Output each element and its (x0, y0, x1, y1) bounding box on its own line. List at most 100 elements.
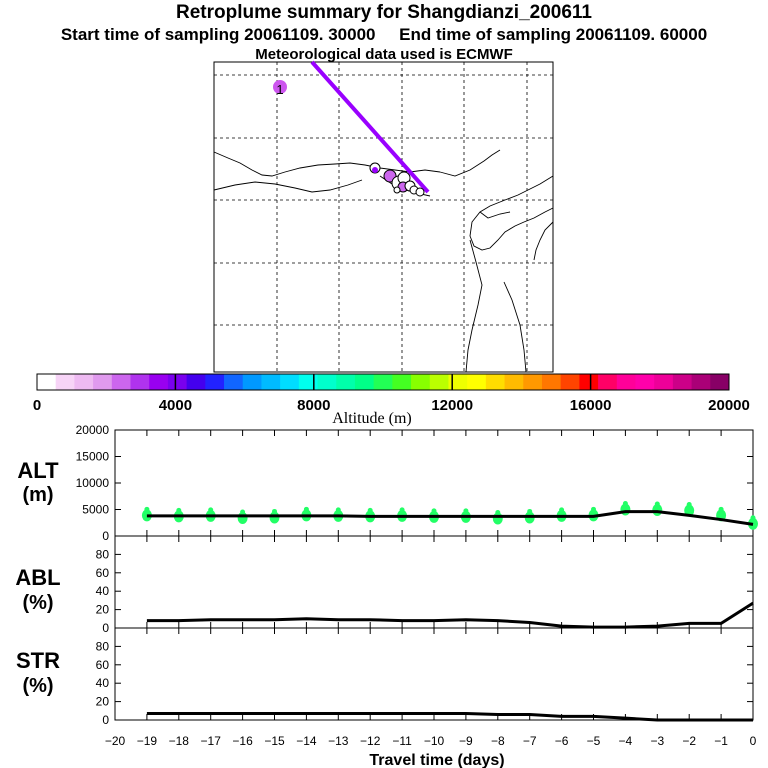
colorbar-swatch (635, 374, 655, 390)
particle-cluster (208, 507, 214, 513)
abl-panel-label: ABL (15, 565, 60, 590)
colorbar-swatch (523, 374, 543, 390)
colorbar-swatch (37, 374, 57, 390)
abl-line (146, 601, 754, 629)
colorbar-swatch (167, 374, 188, 390)
y-tick-label: 40 (96, 584, 110, 598)
particle-cluster (686, 502, 692, 508)
map-panel: 1 (213, 60, 554, 373)
colorbar-swatch (205, 374, 225, 390)
colorbar-swatch (616, 374, 636, 390)
particle-cluster (176, 507, 182, 513)
particle-cluster (144, 506, 150, 512)
particle-cluster (559, 507, 565, 513)
colorbar-title: Altitude (m) (332, 410, 412, 427)
colorbar-swatch (74, 374, 94, 390)
y-tick-label: 15000 (76, 450, 110, 464)
x-tick-label: −5 (587, 734, 601, 748)
panel-str: 0 20 40 60 80 (96, 628, 754, 727)
x-tick-label: −10 (424, 734, 445, 748)
y-tick-label: 40 (96, 676, 110, 690)
colorbar-swatch (541, 374, 562, 390)
particle-cluster (303, 506, 309, 512)
colorbar-swatch (448, 374, 468, 390)
panel-alt: 0 5000 10000 15000 20000 (76, 423, 758, 543)
colorbar-tick-label: 4000 (159, 397, 192, 414)
alt-panel-label: ALT (17, 458, 59, 483)
y-tick-label: 20 (96, 603, 110, 617)
colorbar-swatch (691, 374, 711, 390)
x-axis-label: Travel time (days) (369, 752, 504, 768)
particle-cluster (272, 508, 277, 514)
x-tick-label: −1 (714, 734, 728, 748)
x-tick-label: −18 (169, 734, 190, 748)
particle-cluster (463, 508, 469, 514)
str-panel-unit: (%) (22, 675, 53, 697)
x-tick-label: −9 (459, 734, 473, 748)
x-tick-label: −6 (555, 734, 569, 748)
particle-cluster (622, 501, 628, 506)
colorbar-swatch (654, 374, 674, 390)
y-tick-label: 80 (96, 547, 110, 561)
y-tick-label: 5000 (82, 503, 109, 517)
y-tick-label: 60 (96, 658, 110, 672)
colorbar-swatch (467, 374, 487, 390)
colorbar-swatch (504, 374, 524, 390)
colorbar-swatch (373, 374, 393, 390)
colorbar-swatch (579, 374, 599, 390)
colorbar-tick-label: 0 (33, 397, 41, 414)
alt-mean-line (146, 510, 754, 526)
colorbar-swatch (130, 374, 150, 390)
colorbar-tick-label: 16000 (570, 397, 612, 414)
colorbar-tick-label: 8000 (297, 397, 330, 414)
str-line (146, 712, 753, 722)
y-tick-label: 0 (102, 529, 109, 543)
particle-cluster (399, 507, 405, 513)
timeseries-frame (114, 429, 754, 721)
particle-cluster (527, 508, 533, 514)
x-axis: −20 −19 −18 −17 −16 −15 −14 −13 −12 −11 −10 −9 −8 −7−… (105, 734, 757, 748)
x-tick-label: −19 (137, 734, 158, 748)
y-tick-label: 0 (102, 713, 109, 727)
x-tick-label: −14 (296, 734, 317, 748)
source-label: 1 (276, 82, 283, 97)
colorbar-swatch (336, 374, 356, 390)
x-tick-label: −17 (201, 734, 222, 748)
panel-abl: 0 20 40 60 80 (96, 536, 754, 635)
colorbar-swatch (55, 374, 75, 390)
particle-cluster (750, 515, 756, 521)
y-tick-label: 20 (96, 695, 110, 709)
x-tick-label: −16 (232, 734, 253, 748)
colorbar-swatch (93, 374, 113, 390)
receptor-marker (273, 80, 287, 94)
particle-cluster (367, 507, 373, 513)
colorbar-swatch (280, 374, 300, 390)
colorbar-frame (36, 373, 730, 391)
particle-cluster (240, 509, 246, 515)
particle-cluster (654, 501, 660, 507)
colorbar-swatch (224, 374, 244, 390)
colorbar-swatch (261, 374, 281, 390)
colorbar-swatch (242, 374, 262, 390)
x-tick-label: −20 (105, 734, 126, 748)
alt-panel-unit: (m) (22, 484, 53, 506)
chart-title: Retroplume summary for Shangdianzi_20061… (175, 2, 593, 23)
colorbar-swatch (354, 374, 375, 390)
colorbar-swatch (411, 374, 431, 390)
map-frame (213, 61, 554, 373)
x-tick-label: −12 (360, 734, 381, 748)
particle-cluster (591, 506, 596, 512)
colorbar-swatch (485, 374, 506, 390)
colorbar-swatch (111, 374, 132, 390)
colorbar-tick-label: 20000 (708, 397, 750, 414)
colorbar-swatch (429, 374, 449, 390)
particle-cluster (431, 508, 437, 514)
x-tick-label: −13 (328, 734, 349, 748)
y-tick-label: 60 (96, 566, 110, 580)
colorbar-tick-label: 12000 (431, 397, 473, 414)
sampling-times: Start time of sampling 20061109. 30000 E… (60, 25, 708, 44)
timeseries-panels: 0 5000 10000 15000 20000 0 20 40 60 80 0 20 40 60 80 (76, 423, 758, 727)
map-graticule (214, 62, 553, 372)
str-panel-label: STR (16, 648, 60, 673)
y-tick-label: 10000 (76, 476, 110, 490)
